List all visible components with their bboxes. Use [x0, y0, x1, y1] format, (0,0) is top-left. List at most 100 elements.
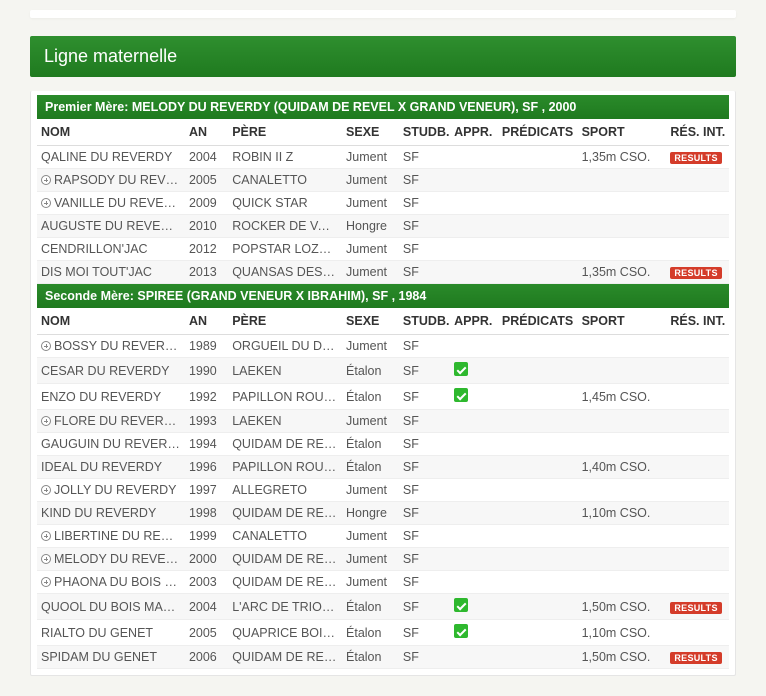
cell-nom[interactable]: QUOOL DU BOIS MA…	[37, 594, 185, 620]
table-row[interactable]: RAPSODY DU REVE… 2005 CANALETTO Jument S…	[37, 169, 729, 192]
cell-res	[666, 410, 729, 433]
cell-sexe: Jument	[342, 169, 399, 192]
cell-studb: SF	[399, 169, 450, 192]
expand-icon[interactable]	[41, 198, 51, 208]
table-row[interactable]: RIALTO DU GENET 2005 QUAPRICE BOIS … Éta…	[37, 620, 729, 646]
cell-nom[interactable]: JOLLY DU REVERDY	[37, 479, 185, 502]
expand-icon[interactable]	[41, 531, 51, 541]
table-row[interactable]: KIND DU REVERDY 1998 QUIDAM DE REVEL Hon…	[37, 502, 729, 525]
cell-sexe: Jument	[342, 548, 399, 571]
cell-studb: SF	[399, 594, 450, 620]
group-header: Seconde Mère: SPIREE (GRAND VENEUR X IBR…	[37, 284, 729, 308]
cell-an: 2004	[185, 594, 228, 620]
col-header-sport[interactable]: SPORT	[578, 308, 667, 335]
table-row[interactable]: JOLLY DU REVERDY 1997 ALLEGRETO Jument S…	[37, 479, 729, 502]
table-row[interactable]: LIBERTINE DU REVE… 1999 CANALETTO Jument…	[37, 525, 729, 548]
cell-nom[interactable]: RAPSODY DU REVE…	[37, 169, 185, 192]
col-header-pred[interactable]: PRÉDICATS	[498, 119, 578, 146]
table-row[interactable]: CESAR DU REVERDY 1990 LAEKEN Étalon SF	[37, 358, 729, 384]
col-header-an[interactable]: AN	[185, 308, 228, 335]
cell-nom[interactable]: CESAR DU REVERDY	[37, 358, 185, 384]
cell-res	[666, 548, 729, 571]
col-header-studb[interactable]: STUDB.	[399, 119, 450, 146]
col-header-an[interactable]: AN	[185, 119, 228, 146]
col-header-pred[interactable]: PRÉDICATS	[498, 308, 578, 335]
cell-res	[666, 192, 729, 215]
cell-nom[interactable]: RIALTO DU GENET	[37, 620, 185, 646]
table-row[interactable]: VANILLE DU REVER… 2009 QUICK STAR Jument…	[37, 192, 729, 215]
cell-nom[interactable]: MELODY DU REVER…	[37, 548, 185, 571]
cell-an: 2004	[185, 146, 228, 169]
cell-studb: SF	[399, 261, 450, 284]
table-row[interactable]: ENZO DU REVERDY 1992 PAPILLON ROUGE Étal…	[37, 384, 729, 410]
table-row[interactable]: CENDRILLON'JAC 2012 POPSTAR LOZON… Jumen…	[37, 238, 729, 261]
cell-nom[interactable]: CENDRILLON'JAC	[37, 238, 185, 261]
horse-name: QUOOL DU BOIS MA…	[41, 600, 175, 614]
expand-icon[interactable]	[41, 175, 51, 185]
cell-nom[interactable]: GAUGUIN DU REVERDY	[37, 433, 185, 456]
horse-name: GAUGUIN DU REVERDY	[41, 437, 185, 451]
results-badge[interactable]: RESULTS	[670, 267, 721, 279]
cell-sport: 1,50m CSO.	[578, 646, 667, 669]
table-row[interactable]: SPIDAM DU GENET 2006 QUIDAM DE REVEL Éta…	[37, 646, 729, 669]
cell-nom[interactable]: VANILLE DU REVER…	[37, 192, 185, 215]
cell-sexe: Jument	[342, 525, 399, 548]
col-header-res[interactable]: RÉS. INT.	[666, 119, 729, 146]
table-row[interactable]: DIS MOI TOUT'JAC 2013 QUANSAS DES IV… Ju…	[37, 261, 729, 284]
table-row[interactable]: BOSSY DU REVERDY 1989 ORGUEIL DU DO… Jum…	[37, 335, 729, 358]
col-header-studb[interactable]: STUDB.	[399, 308, 450, 335]
cell-nom[interactable]: QALINE DU REVERDY	[37, 146, 185, 169]
cell-pere: QUIDAM DE REVEL	[228, 548, 342, 571]
expand-icon[interactable]	[41, 341, 51, 351]
cell-nom[interactable]: IDEAL DU REVERDY	[37, 456, 185, 479]
col-header-nom[interactable]: NOM	[37, 308, 185, 335]
cell-studb: SF	[399, 238, 450, 261]
table-row[interactable]: QALINE DU REVERDY 2004 ROBIN II Z Jument…	[37, 146, 729, 169]
cell-pere: PAPILLON ROUGE	[228, 456, 342, 479]
cell-nom[interactable]: FLORE DU REVERDY	[37, 410, 185, 433]
cell-nom[interactable]: KIND DU REVERDY	[37, 502, 185, 525]
horse-name: AUGUSTE DU REVERDY	[41, 219, 185, 233]
col-header-res[interactable]: RÉS. INT.	[666, 308, 729, 335]
horse-name: ENZO DU REVERDY	[41, 390, 161, 404]
cell-sexe: Jument	[342, 479, 399, 502]
cell-nom[interactable]: DIS MOI TOUT'JAC	[37, 261, 185, 284]
cell-pred	[498, 479, 578, 502]
table-row[interactable]: FLORE DU REVERDY 1993 LAEKEN Jument SF	[37, 410, 729, 433]
results-badge[interactable]: RESULTS	[670, 152, 721, 164]
expand-icon[interactable]	[41, 577, 51, 587]
col-header-sexe[interactable]: SEXE	[342, 308, 399, 335]
cell-res	[666, 502, 729, 525]
col-header-sport[interactable]: SPORT	[578, 119, 667, 146]
expand-icon[interactable]	[41, 554, 51, 564]
table-row[interactable]: QUOOL DU BOIS MA… 2004 L'ARC DE TRIOMP… …	[37, 594, 729, 620]
cell-res: RESULTS	[666, 594, 729, 620]
cell-studb: SF	[399, 215, 450, 238]
cell-sport	[578, 548, 667, 571]
cell-nom[interactable]: BOSSY DU REVERDY	[37, 335, 185, 358]
cell-an: 2009	[185, 192, 228, 215]
cell-nom[interactable]: AUGUSTE DU REVERDY	[37, 215, 185, 238]
cell-pred	[498, 594, 578, 620]
col-header-nom[interactable]: NOM	[37, 119, 185, 146]
col-header-appr[interactable]: APPR.	[450, 119, 498, 146]
table-row[interactable]: MELODY DU REVER… 2000 QUIDAM DE REVEL Ju…	[37, 548, 729, 571]
cell-pred	[498, 646, 578, 669]
col-header-pere[interactable]: PÈRE	[228, 119, 342, 146]
table-row[interactable]: IDEAL DU REVERDY 1996 PAPILLON ROUGE Éta…	[37, 456, 729, 479]
results-badge[interactable]: RESULTS	[670, 602, 721, 614]
cell-sport	[578, 433, 667, 456]
col-header-appr[interactable]: APPR.	[450, 308, 498, 335]
expand-icon[interactable]	[41, 485, 51, 495]
cell-nom[interactable]: LIBERTINE DU REVE…	[37, 525, 185, 548]
table-row[interactable]: AUGUSTE DU REVERDY 2010 ROCKER DE VAINS …	[37, 215, 729, 238]
results-badge[interactable]: RESULTS	[670, 652, 721, 664]
col-header-pere[interactable]: PÈRE	[228, 308, 342, 335]
cell-nom[interactable]: ENZO DU REVERDY	[37, 384, 185, 410]
cell-nom[interactable]: SPIDAM DU GENET	[37, 646, 185, 669]
table-row[interactable]: GAUGUIN DU REVERDY 1994 QUIDAM DE REVEL …	[37, 433, 729, 456]
expand-icon[interactable]	[41, 416, 51, 426]
col-header-sexe[interactable]: SEXE	[342, 119, 399, 146]
check-icon	[454, 624, 468, 638]
cell-studb: SF	[399, 358, 450, 384]
